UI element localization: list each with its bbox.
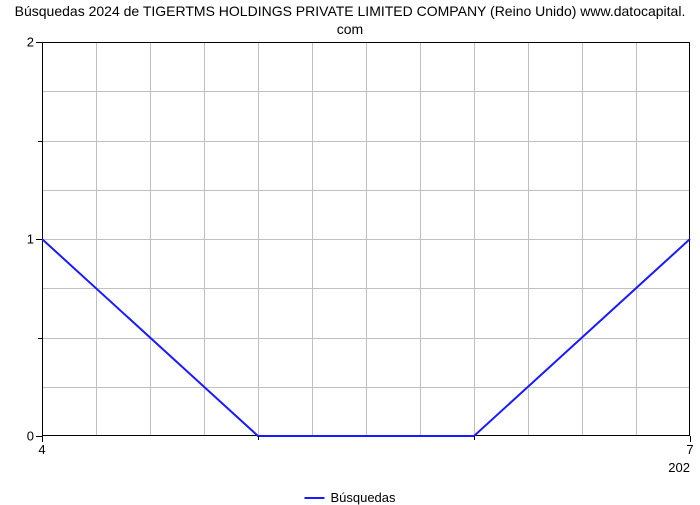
legend-label: Búsquedas — [330, 490, 395, 505]
y-minor-tick-mark — [38, 338, 42, 339]
x-tick-mark — [690, 436, 691, 442]
chart-title-line1: Búsquedas 2024 de TIGERTMS HOLDINGS PRIV… — [15, 3, 686, 19]
x-minor-tick-mark — [474, 436, 475, 440]
x-minor-tick-mark — [258, 436, 259, 440]
y-minor-tick-mark — [38, 141, 42, 142]
chart-title-line2: com — [337, 21, 363, 37]
chart-container: Búsquedas 2024 de TIGERTMS HOLDINGS PRIV… — [0, 0, 700, 500]
legend: Búsquedas — [304, 490, 395, 505]
x-tick-mark — [42, 436, 43, 442]
y-tick-mark — [36, 239, 42, 240]
x-axis-right-lower-label: 202 — [668, 436, 690, 475]
data-line — [42, 42, 690, 436]
legend-swatch — [304, 497, 324, 499]
y-tick-mark — [36, 42, 42, 43]
series-line — [42, 239, 690, 436]
plot-area: 012 47 202 — [42, 42, 690, 436]
chart-title: Búsquedas 2024 de TIGERTMS HOLDINGS PRIV… — [0, 0, 700, 38]
